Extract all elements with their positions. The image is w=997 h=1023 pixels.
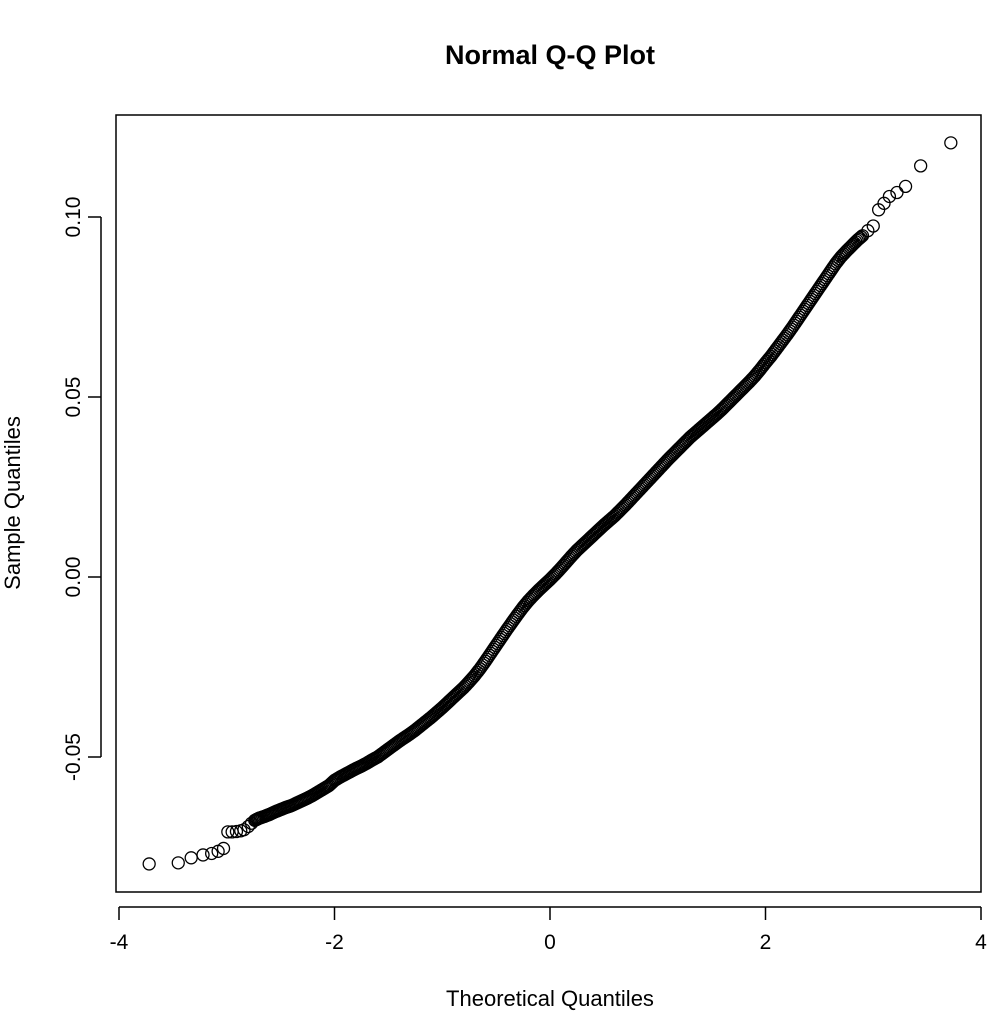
chart-title: Normal Q-Q Plot: [445, 40, 655, 70]
qq-point: [237, 823, 251, 837]
x-tick-label: 4: [975, 931, 987, 954]
x-tick-label: -4: [110, 931, 129, 954]
qq-point: [196, 848, 210, 862]
qq-point: [853, 231, 867, 245]
qq-point: [221, 825, 235, 839]
qq-point: [216, 841, 231, 856]
qq-point: [898, 179, 913, 194]
y-axis-label: Sample Quantiles: [0, 416, 25, 590]
qq-point: [205, 846, 219, 861]
plot-frame: [115, 114, 982, 893]
x-axis-label: Theoretical Quantiles: [446, 986, 654, 1011]
x-tick-label: -2: [325, 931, 344, 954]
y-axis: -0.05 0.00 0.05 0.10: [62, 197, 102, 781]
qq-point: [851, 232, 866, 246]
qq-point: [229, 824, 244, 839]
x-tick-label: 2: [760, 931, 772, 954]
qq-point: [914, 159, 928, 173]
x-tick-label: 0: [544, 931, 556, 954]
qq-point: [142, 857, 156, 871]
qq-point: [882, 189, 897, 204]
qq-point: [171, 856, 185, 870]
qq-point: [944, 136, 958, 150]
x-axis: -4 -2 0 2 4: [110, 906, 987, 954]
y-tick-label: -0.05: [62, 733, 85, 781]
qq-point: [184, 851, 198, 865]
qq-point: [890, 185, 904, 200]
data-points: [142, 136, 958, 871]
y-tick-label: 0.10: [62, 197, 85, 238]
qq-point: [866, 219, 880, 233]
y-tick-label: 0.05: [62, 377, 85, 418]
y-tick-label: 0.00: [62, 557, 85, 598]
